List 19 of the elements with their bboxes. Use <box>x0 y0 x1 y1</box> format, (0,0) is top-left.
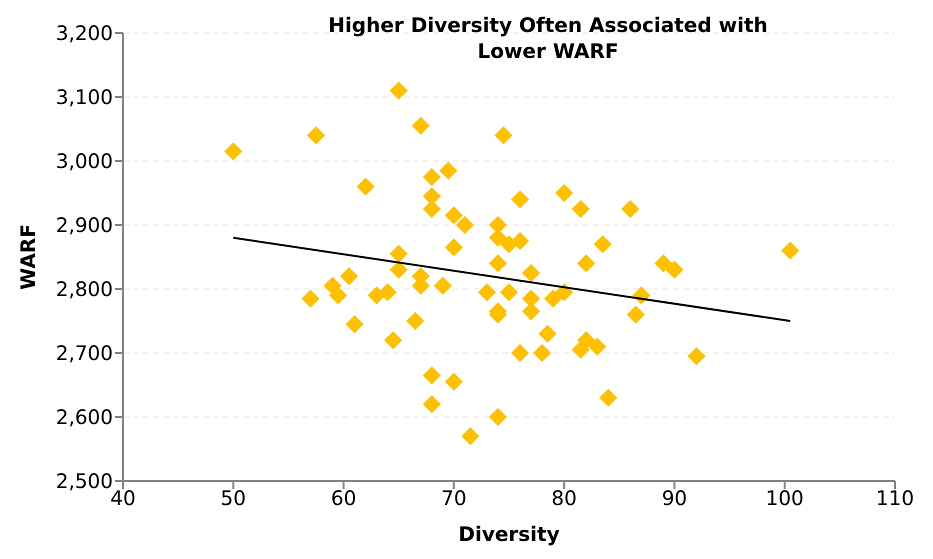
y-tick-label: 3,100 <box>56 85 113 110</box>
x-tick-label: 60 <box>330 486 356 510</box>
y-axis-title: WARF <box>16 224 40 290</box>
y-tick-label: 3,000 <box>56 149 113 174</box>
y-tick-label: 2,900 <box>56 213 113 238</box>
x-tick-label: 40 <box>110 486 136 510</box>
x-tick-label: 110 <box>876 486 914 510</box>
x-tick-label: 90 <box>662 486 688 510</box>
x-tick-label: 70 <box>441 486 467 510</box>
y-tick-label: 2,700 <box>56 341 113 366</box>
y-tick-label: 2,500 <box>56 469 113 494</box>
x-tick-label: 50 <box>220 486 246 510</box>
x-tick-label: 80 <box>551 486 577 510</box>
y-tick-label: 2,600 <box>56 405 113 430</box>
x-axis-title: Diversity <box>458 522 560 546</box>
y-tick-label: 3,200 <box>56 21 113 46</box>
chart-title: Higher Diversity Often Associated with Lower WARF <box>327 12 769 64</box>
y-tick-label: 2,800 <box>56 277 113 302</box>
x-tick-label: 100 <box>766 486 804 510</box>
